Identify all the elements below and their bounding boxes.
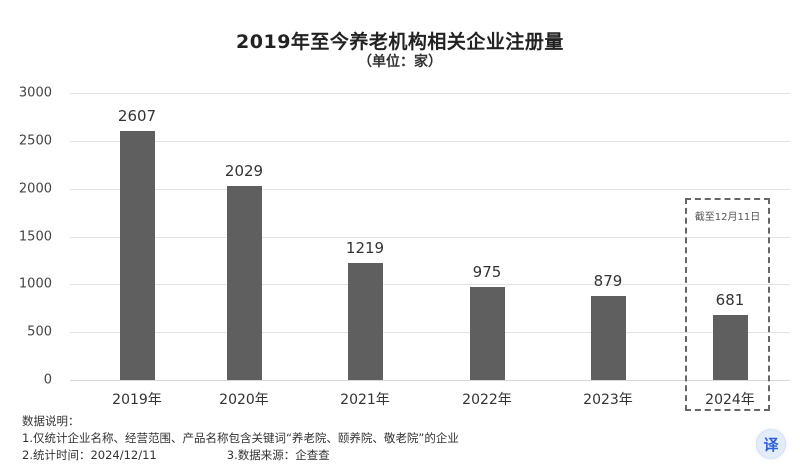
x-tick-label: 2021年 bbox=[340, 392, 390, 408]
bar-2019 bbox=[120, 130, 155, 380]
y-tick-label: 1500 bbox=[18, 229, 52, 244]
bar-value-label: 2029 bbox=[224, 161, 264, 180]
gridline-2000 bbox=[70, 188, 790, 190]
y-tick-label: 500 bbox=[27, 324, 52, 340]
x-tick-label: 2020年 bbox=[219, 392, 269, 408]
bar-value-label: 879 bbox=[593, 271, 623, 290]
notes-source: 3.数据来源：企查查 bbox=[226, 448, 330, 462]
cutoff-date-note: 截至12月11日 bbox=[694, 212, 761, 223]
x-tick-label: 2019年 bbox=[112, 392, 162, 408]
bar-value-label: 681 bbox=[715, 290, 745, 309]
y-tick-label: 2500 bbox=[18, 133, 52, 149]
plot-area: 3000 2500 2000 1500 1000 500 0 2607 2029… bbox=[19, 86, 790, 408]
y-tick-label: 2000 bbox=[18, 181, 52, 197]
gridline-2500 bbox=[70, 140, 790, 142]
notes-stat-time: 2.统计时间：2024/12/11 bbox=[22, 448, 157, 462]
translate-button[interactable]: 译 bbox=[756, 429, 786, 459]
x-axis-line bbox=[70, 380, 790, 381]
gridline-1000 bbox=[70, 284, 790, 286]
x-tick-label: 2024年 bbox=[705, 392, 755, 408]
notes-line-2: 2.统计时间：2024/12/11 3.数据来源：企查查 bbox=[22, 447, 459, 464]
gridline-500 bbox=[70, 332, 790, 334]
notes-line-1: 1.仅统计企业名称、经营范围、产品名称包含关键词“养老院、颐养院、敬老院”的企业 bbox=[22, 431, 459, 445]
x-tick-label: 2022年 bbox=[462, 392, 512, 408]
chart-title: 2019年至今养老机构相关企业注册量 bbox=[236, 31, 564, 53]
translate-icon: 译 bbox=[763, 435, 779, 454]
highlight-dashed-box: 截至12月11日 bbox=[685, 198, 770, 411]
bar-2023 bbox=[591, 295, 626, 380]
bar-value-label: 975 bbox=[472, 262, 502, 281]
bar-2021 bbox=[348, 263, 383, 380]
y-tick-label: 3000 bbox=[18, 85, 52, 101]
x-tick-label: 2023年 bbox=[583, 392, 633, 408]
y-tick-label: 0 bbox=[43, 372, 52, 388]
notes-heading: 数据说明： bbox=[22, 414, 80, 428]
gridline-1500 bbox=[70, 236, 790, 238]
y-tick-label: 1000 bbox=[18, 276, 52, 292]
bar-value-label: 2607 bbox=[117, 106, 157, 125]
bar-2022 bbox=[470, 286, 505, 380]
data-notes: 数据说明： 1.仅统计企业名称、经营范围、产品名称包含关键词“养老院、颐养院、敬… bbox=[22, 413, 459, 464]
bar-value-label: 1219 bbox=[345, 239, 385, 258]
bar-2024 bbox=[713, 314, 748, 380]
bar-2020 bbox=[227, 185, 262, 380]
chart-subtitle: （单位：家） bbox=[358, 54, 442, 70]
gridline-3000 bbox=[70, 93, 790, 94]
